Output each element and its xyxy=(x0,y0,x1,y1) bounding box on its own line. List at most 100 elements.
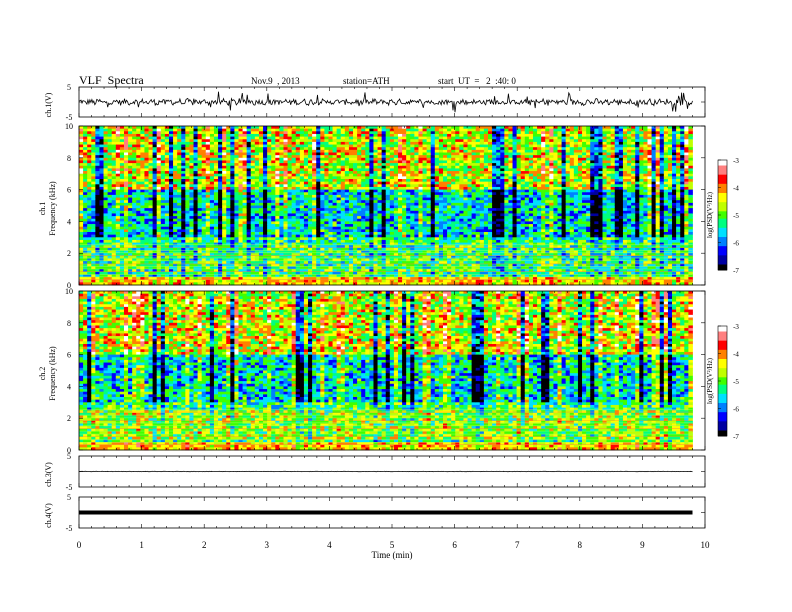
spectrogram-cell xyxy=(271,187,275,190)
spectrogram-cell xyxy=(185,139,189,142)
spectrogram-cell xyxy=(194,153,198,156)
spectrogram-cell xyxy=(132,235,136,238)
spectrogram-cell xyxy=(222,280,226,283)
spectrogram-cell xyxy=(382,134,386,137)
spectrogram-cell xyxy=(345,176,349,179)
spectrogram-cell xyxy=(198,174,202,177)
spectrogram-cell xyxy=(132,182,136,185)
spectrogram-cell xyxy=(149,229,153,232)
spectrogram-cell xyxy=(95,171,99,174)
spectrogram-cell xyxy=(157,280,161,283)
spectrogram-cell xyxy=(259,240,263,243)
spectrogram-cell xyxy=(95,147,99,150)
ch1-waveform-panel: 5-5ch.1(V) xyxy=(44,83,705,122)
spectrogram-cell xyxy=(394,224,398,227)
spectrogram-cell xyxy=(91,142,95,145)
spectrogram-cell xyxy=(328,137,332,140)
spectrogram-cell xyxy=(177,237,181,240)
spectrogram-cell xyxy=(361,219,365,222)
spectrogram-cell xyxy=(116,190,120,193)
spectrogram-cell xyxy=(185,219,189,222)
spectrogram-cell xyxy=(353,237,357,240)
spectrogram-cell xyxy=(144,134,148,137)
spectrogram-cell xyxy=(378,200,382,203)
spectrogram-cell xyxy=(214,203,218,206)
spectrogram-cell xyxy=(91,168,95,171)
spectrogram-cell xyxy=(226,195,230,198)
spectrogram-cell xyxy=(222,182,226,185)
spectrogram-cell xyxy=(149,160,153,163)
spectrogram-cell xyxy=(386,221,390,224)
spectrogram-cell xyxy=(308,195,312,198)
spectrogram-cell xyxy=(218,213,222,216)
spectrogram-cell xyxy=(283,213,287,216)
spectrogram-cell xyxy=(91,171,95,174)
spectrogram-cell xyxy=(136,232,140,235)
spectrogram-cell xyxy=(361,190,365,193)
spectrogram-cell xyxy=(165,147,169,150)
spectrogram-cell xyxy=(267,240,271,243)
spectrogram-cell xyxy=(373,134,377,137)
spectrogram-cell xyxy=(104,237,108,240)
spectrogram-cell xyxy=(390,203,394,206)
spectrogram-cell xyxy=(91,179,95,182)
spectrogram-cell xyxy=(394,179,398,182)
spectrogram-cell xyxy=(267,171,271,174)
spectrogram-cell xyxy=(99,139,103,142)
spectrogram-cell xyxy=(91,195,95,198)
spectrogram-cell xyxy=(410,142,414,145)
spectrogram-cell xyxy=(333,126,337,129)
spectrogram-cell xyxy=(271,259,275,262)
spectrogram-cell xyxy=(373,259,377,262)
spectrogram-cell xyxy=(316,158,320,161)
spectrogram-cell xyxy=(230,280,234,283)
spectrogram-cell xyxy=(369,166,373,169)
spectrogram-cell xyxy=(283,145,287,148)
spectrogram-cell xyxy=(234,195,238,198)
spectrogram-cell xyxy=(341,134,345,137)
spectrogram-cell xyxy=(394,251,398,254)
spectrogram-cell xyxy=(153,198,157,201)
spectrogram-cell xyxy=(226,126,230,129)
spectrogram-cell xyxy=(83,129,87,132)
spectrogram-cell xyxy=(361,134,365,137)
spectrogram-cell xyxy=(99,150,103,153)
spectrogram-cell xyxy=(406,182,410,185)
spectrogram-cell xyxy=(87,187,91,190)
spectrogram-cell xyxy=(288,227,292,230)
spectrogram-cell xyxy=(312,208,316,211)
spectrogram-cell xyxy=(210,145,214,148)
spectrogram-cell xyxy=(341,280,345,283)
spectrogram-cell xyxy=(214,168,218,171)
spectrogram-cell xyxy=(112,272,116,275)
spectrogram-cell xyxy=(194,184,198,187)
spectrogram-cell xyxy=(243,131,247,134)
spectrogram-cell xyxy=(324,259,328,262)
spectrogram-cell xyxy=(279,213,283,216)
spectrogram-cell xyxy=(226,179,230,182)
spectrogram-cell xyxy=(222,176,226,179)
spectrogram-cell xyxy=(271,155,275,158)
spectrogram-cell xyxy=(320,200,324,203)
spectrogram-cell xyxy=(365,229,369,232)
spectrogram-cell xyxy=(132,227,136,230)
spectrogram-cell xyxy=(91,256,95,259)
spectrogram-cell xyxy=(173,126,177,129)
spectrogram-cell xyxy=(386,198,390,201)
spectrogram-cell xyxy=(194,259,198,262)
spectrogram-cell xyxy=(79,192,83,195)
spectrogram-cell xyxy=(230,227,234,230)
spectrogram-cell xyxy=(255,160,259,163)
spectrogram-cell xyxy=(279,237,283,240)
spectrogram-cell xyxy=(153,179,157,182)
spectrogram-cell xyxy=(288,208,292,211)
spectrogram-cell xyxy=(341,203,345,206)
spectrogram-cell xyxy=(283,163,287,166)
spectrogram-cell xyxy=(288,224,292,227)
spectrogram-cell xyxy=(189,198,193,201)
spectrogram-cell xyxy=(149,195,153,198)
spectrogram-cell xyxy=(263,142,267,145)
spectrogram-cell xyxy=(128,190,132,193)
spectrogram-cell xyxy=(308,211,312,214)
spectrogram-cell xyxy=(104,280,108,283)
